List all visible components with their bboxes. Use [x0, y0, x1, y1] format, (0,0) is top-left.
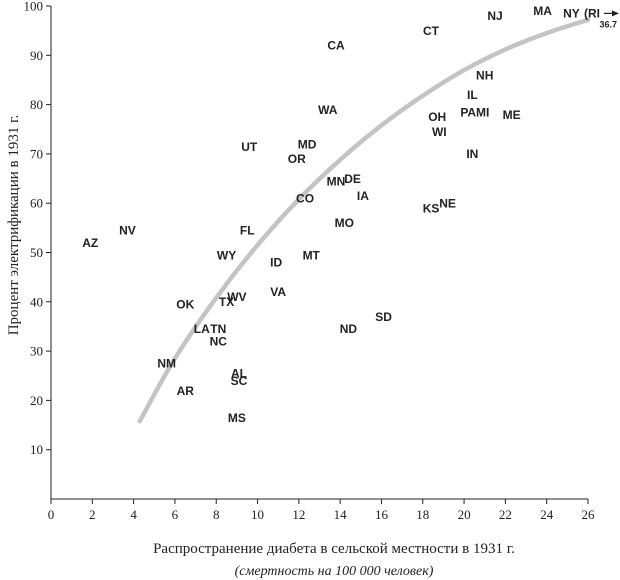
point-sc: SC — [231, 374, 248, 388]
x-tick-label: 26 — [582, 507, 596, 522]
y-tick-label: 40 — [30, 294, 43, 309]
point-wy: WY — [217, 248, 236, 262]
x-tick-label: 12 — [292, 507, 305, 522]
x-tick-label: 18 — [416, 507, 429, 522]
point-ma: MA — [533, 4, 552, 18]
point-mi: MI — [476, 105, 489, 119]
y-tick-label: 100 — [24, 0, 44, 14]
x-tick-label: 0 — [48, 507, 55, 522]
point-fl: FL — [240, 224, 255, 238]
point-nh: NH — [476, 68, 493, 82]
point-mt: MT — [303, 248, 321, 262]
point-oh: OH — [428, 110, 446, 124]
point-id: ID — [270, 256, 282, 270]
x-tick-label: 10 — [251, 507, 264, 522]
x-tick-label: 14 — [334, 507, 348, 522]
point-tx: TX — [219, 295, 234, 309]
point-ms: MS — [228, 411, 246, 425]
point-nm: NM — [157, 357, 176, 371]
point-ia: IA — [357, 189, 369, 203]
y-tick-label: 50 — [30, 245, 43, 260]
x-axis-sublabel: (смертность на 100 000 человек) — [235, 564, 434, 579]
point-il: IL — [467, 88, 478, 102]
x-tick-label: 22 — [499, 507, 512, 522]
point-sd: SD — [375, 310, 392, 324]
y-tick-label: 10 — [30, 442, 43, 457]
point-ct: CT — [423, 24, 440, 38]
y-tick-label: 30 — [30, 344, 43, 359]
point-co: CO — [296, 192, 314, 206]
x-axis-label: Распространение диабета в сельской местн… — [153, 541, 515, 557]
ri-arrow-head — [612, 10, 619, 17]
point-ne: NE — [439, 197, 456, 211]
point-ca: CA — [327, 39, 345, 53]
point-nj: NJ — [487, 9, 502, 23]
point-or: OR — [288, 152, 306, 166]
point-va: VA — [270, 285, 286, 299]
x-tick-label: 24 — [540, 507, 554, 522]
x-tick-label: 8 — [213, 507, 220, 522]
x-tick-label: 16 — [375, 507, 389, 522]
point-ok: OK — [176, 298, 194, 312]
trend-curve — [137, 17, 591, 424]
point-de: DE — [344, 172, 361, 186]
point-md: MD — [298, 137, 317, 151]
y-tick-label: 60 — [30, 196, 43, 211]
y-axis-label: Процент электрификации в 1931 г. — [6, 115, 22, 336]
point-tn: TN — [210, 322, 226, 336]
y-tick-label: 20 — [30, 393, 43, 408]
point-me: ME — [503, 108, 521, 122]
y-tick-label: 90 — [30, 48, 43, 63]
x-tick-label: 6 — [172, 507, 179, 522]
point-ut: UT — [241, 140, 258, 154]
point-wv: WV — [227, 290, 246, 304]
y-tick-label: 70 — [30, 146, 43, 161]
x-tick-label: 4 — [130, 507, 137, 522]
y-tick-label: 80 — [30, 97, 43, 112]
point-mn: MN — [327, 174, 346, 188]
point-az: AZ — [82, 236, 98, 250]
point-ri-label: (RI — [584, 7, 600, 21]
point-ri-value: 36.7 — [599, 19, 617, 29]
point-in: IN — [466, 147, 478, 161]
point-al: AL — [231, 367, 247, 381]
point-ny: NY — [563, 7, 580, 21]
x-tick-label: 20 — [458, 507, 471, 522]
x-tick-label: 2 — [89, 507, 96, 522]
point-la: LA — [194, 322, 210, 336]
point-wa: WA — [318, 103, 338, 117]
point-nv: NV — [119, 224, 136, 238]
point-nd: ND — [340, 322, 358, 336]
point-wi: WI — [432, 125, 447, 139]
point-mo: MO — [335, 216, 354, 230]
axes: 0 2 4 6 8 10 12 14 16 18 20 22 24 2610203040506070809… — [24, 0, 596, 522]
point-nc: NC — [210, 335, 228, 349]
point-pa: PA — [460, 105, 476, 119]
point-ar: AR — [177, 384, 195, 398]
point-ks: KS — [423, 201, 440, 215]
